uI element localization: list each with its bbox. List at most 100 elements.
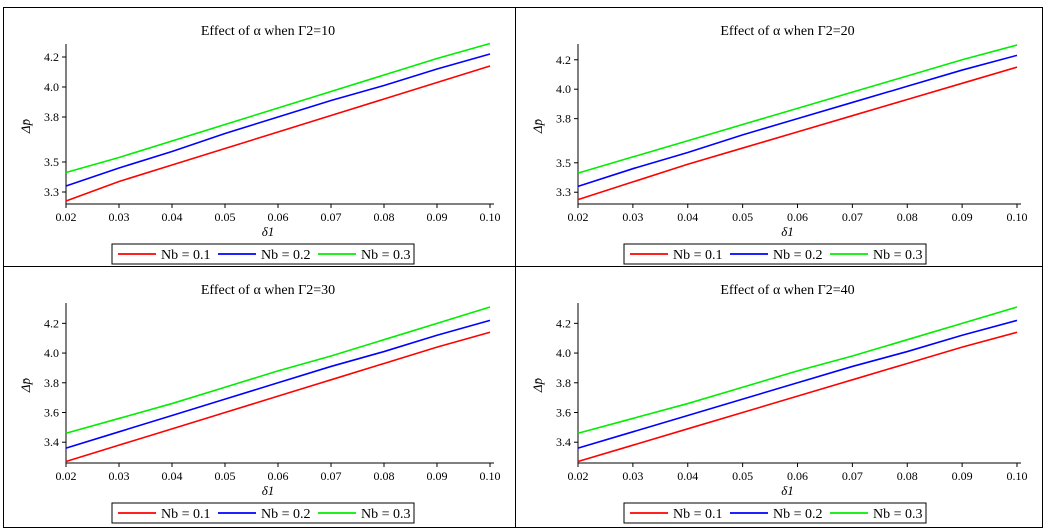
x-tick-label: 0.08 <box>374 469 395 483</box>
y-tick-label: 3.6 <box>556 405 571 419</box>
x-tick-label: 0.07 <box>321 469 342 483</box>
x-tick-label: 0.04 <box>677 210 698 224</box>
x-tick-label: 0.06 <box>268 469 289 483</box>
legend-label: Nb = 0.2 <box>773 507 823 522</box>
legend-label: Nb = 0.1 <box>161 507 211 522</box>
x-tick-label: 0.03 <box>109 469 130 483</box>
chart-svg: Effect of α when Γ2=40 0.02 0.03 0.04 0.05 0.… <box>530 283 1028 524</box>
y-tick-label: 3.4 <box>556 435 571 449</box>
legend-label: Nb = 0.1 <box>673 248 723 263</box>
x-tick-label: 0.05 <box>215 210 236 224</box>
x-tick-label: 0.02 <box>56 210 77 224</box>
chart-title: Effect of α when Γ2=10 <box>201 24 335 39</box>
x-tick-label: 0.03 <box>109 210 130 224</box>
x-tick-label: 0.09 <box>952 210 973 224</box>
legend-label: Nb = 0.3 <box>361 248 411 263</box>
y-tick-label: 3.8 <box>44 110 59 124</box>
legend-label: Nb = 0.1 <box>673 507 723 522</box>
series-line <box>577 306 1018 435</box>
legend-label: Nb = 0.1 <box>161 248 211 263</box>
x-tick-label: 0.10 <box>1007 469 1028 483</box>
legend-box <box>623 502 927 524</box>
y-tick-label: 4.2 <box>44 50 59 64</box>
y-tick-label: 3.8 <box>556 112 571 126</box>
x-tick-label: 0.10 <box>480 469 501 483</box>
y-axis-label: Δp̄ <box>18 377 33 393</box>
x-tick-label: 0.10 <box>480 210 501 224</box>
series-line <box>65 319 491 449</box>
chart-grid: Effect of α when Γ2=10 0.02 0.03 0.04 0.05 0.… <box>3 7 1043 528</box>
y-tick-label: 3.8 <box>556 376 571 390</box>
legend-label: Nb = 0.3 <box>361 507 411 522</box>
series-line <box>65 65 491 202</box>
x-tick-label: 0.06 <box>787 210 808 224</box>
x-tick-label: 0.08 <box>897 210 918 224</box>
x-tick-label: 0.07 <box>842 210 863 224</box>
x-tick-label: 0.06 <box>268 210 289 224</box>
x-tick-label: 0.08 <box>374 210 395 224</box>
y-tick-label: 4.2 <box>556 53 571 67</box>
legend-label: Nb = 0.3 <box>873 507 923 522</box>
series-line <box>65 53 491 187</box>
x-axis-label: δ1 <box>781 224 794 239</box>
series-line <box>65 306 491 435</box>
x-tick-label: 0.09 <box>427 210 448 224</box>
legend-label: Nb = 0.2 <box>261 507 311 522</box>
y-tick-label: 4.2 <box>44 316 59 330</box>
series-line <box>577 331 1018 463</box>
chart-panel: Effect of α when Γ2=30 0.02 0.03 0.04 0.05 0.… <box>4 267 516 527</box>
x-tick-label: 0.08 <box>897 469 918 483</box>
y-tick-label: 4.0 <box>556 346 571 360</box>
legend-label: Nb = 0.2 <box>261 248 311 263</box>
series-line <box>577 319 1018 449</box>
y-tick-label: 3.4 <box>44 435 59 449</box>
x-tick-label: 0.09 <box>427 469 448 483</box>
chart-title: Effect of α when Γ2=20 <box>720 24 854 39</box>
x-axis-label: δ1 <box>262 483 275 498</box>
chart-panel: Effect of α when Γ2=10 0.02 0.03 0.04 0.05 0.… <box>4 8 516 267</box>
y-tick-label: 3.3 <box>44 185 59 199</box>
x-tick-label: 0.02 <box>56 469 77 483</box>
y-tick-label: 3.8 <box>44 376 59 390</box>
legend-box <box>111 502 415 524</box>
y-axis-label: Δp̄ <box>530 377 545 393</box>
legend-label: Nb = 0.2 <box>773 248 823 263</box>
y-tick-label: 3.3 <box>556 185 571 199</box>
x-tick-label: 0.02 <box>568 210 589 224</box>
legend-label: Nb = 0.3 <box>873 248 923 263</box>
y-tick-label: 3.5 <box>44 155 59 169</box>
y-tick-label: 3.6 <box>44 405 59 419</box>
y-tick-label: 4.0 <box>44 346 59 360</box>
chart-svg: Effect of α when Γ2=30 0.02 0.03 0.04 0.05 0.… <box>18 283 501 524</box>
x-axis-label: δ1 <box>262 224 275 239</box>
x-tick-label: 0.03 <box>622 210 643 224</box>
x-tick-label: 0.03 <box>622 469 643 483</box>
x-tick-label: 0.10 <box>1007 210 1028 224</box>
chart-svg: Effect of α when Γ2=10 0.02 0.03 0.04 0.05 0.… <box>18 24 501 265</box>
series-line <box>577 66 1018 201</box>
x-tick-label: 0.05 <box>732 469 753 483</box>
y-axis-label: Δp̄ <box>18 118 33 134</box>
chart-panel: Effect of α when Γ2=40 0.02 0.03 0.04 0.05 0.… <box>516 267 1042 527</box>
x-tick-label: 0.07 <box>321 210 342 224</box>
x-tick-label: 0.06 <box>787 469 808 483</box>
chart-title: Effect of α when Γ2=30 <box>201 283 335 298</box>
series-line <box>65 331 491 463</box>
chart-panel: Effect of α when Γ2=20 0.02 0.03 0.04 0.05 0.… <box>516 8 1042 267</box>
series-line <box>577 44 1018 174</box>
x-tick-label: 0.02 <box>568 469 589 483</box>
y-tick-label: 3.5 <box>556 156 571 170</box>
series-line <box>65 42 491 174</box>
legend-box <box>111 243 415 265</box>
chart-title: Effect of α when Γ2=40 <box>720 283 854 298</box>
y-axis-label: Δp̄ <box>530 118 545 134</box>
x-axis-label: δ1 <box>781 483 794 498</box>
y-tick-label: 4.2 <box>556 316 571 330</box>
x-tick-label: 0.04 <box>677 469 698 483</box>
chart-svg: Effect of α when Γ2=20 0.02 0.03 0.04 0.05 0.… <box>530 24 1028 265</box>
x-tick-label: 0.05 <box>215 469 236 483</box>
x-tick-label: 0.07 <box>842 469 863 483</box>
x-tick-label: 0.09 <box>952 469 973 483</box>
x-tick-label: 0.05 <box>732 210 753 224</box>
x-tick-label: 0.04 <box>162 469 183 483</box>
